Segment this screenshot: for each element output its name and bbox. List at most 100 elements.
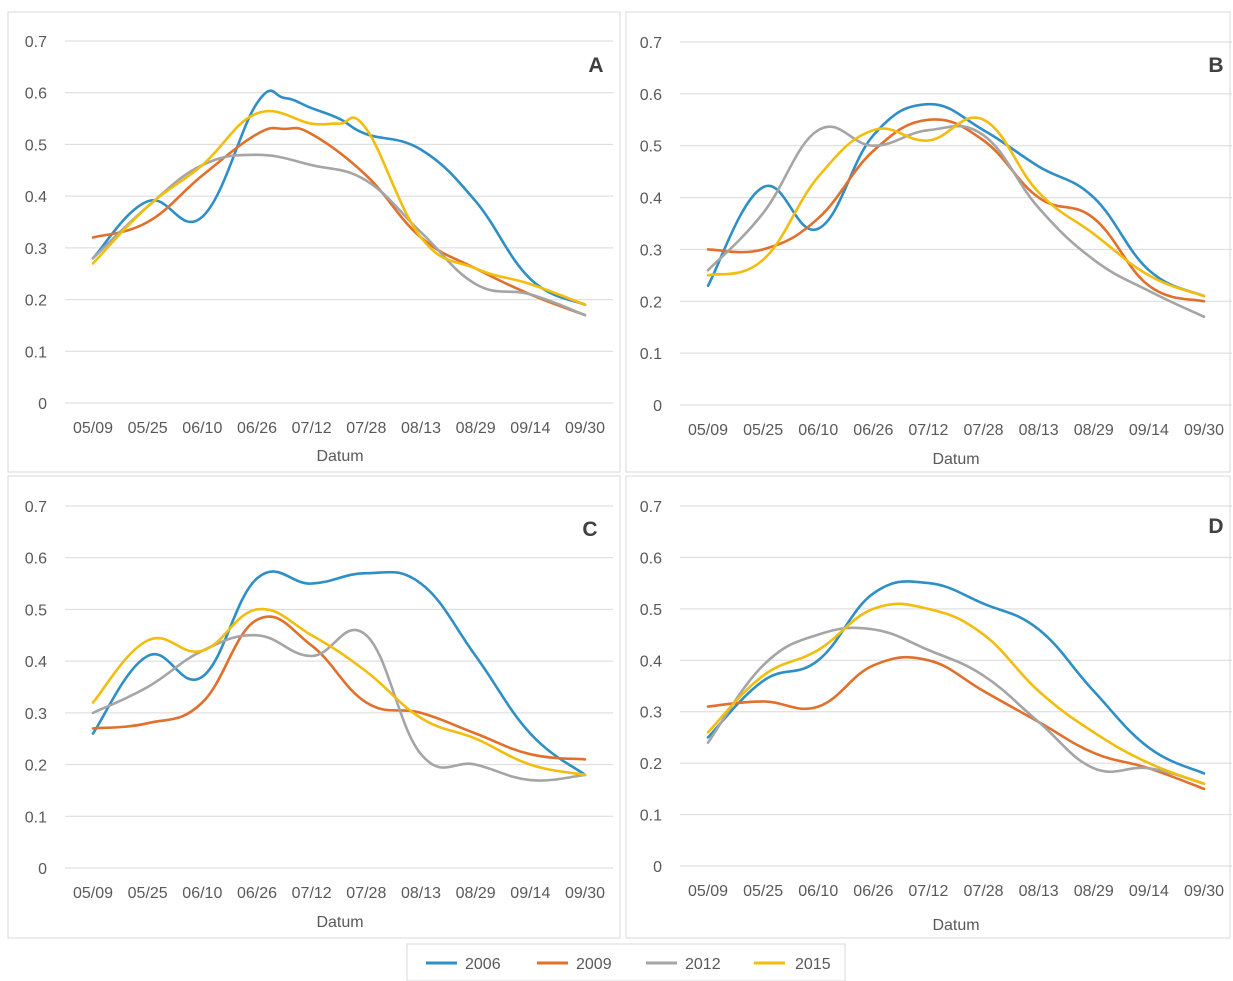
panel-a-y-tick-label: 0.4 (25, 189, 47, 206)
panel-c-x-tick-label: 06/26 (237, 885, 277, 902)
panel-d-y-tick-label: 0 (653, 859, 662, 876)
panel-d-y-tick-label: 0.2 (640, 756, 662, 773)
panel-c-x-tick-label: 09/30 (565, 885, 605, 902)
panel-c-series-2006 (91, 570, 587, 777)
panel-c-y-tick-label: 0.5 (25, 602, 47, 619)
panel-d-y-tick-label: 0.3 (640, 705, 662, 722)
panel-c-lines (91, 570, 587, 782)
panel-b-x-tick-label: 08/13 (1019, 422, 1059, 439)
panel-b-frame (625, 11, 1231, 473)
legend-label-2015: 2015 (795, 956, 831, 973)
panel-b-y-ticks: 0 0.1 0.2 0.3 0.4 0.5 0.6 0.7 (640, 35, 662, 415)
panel-a-x-tick-label: 06/10 (182, 420, 222, 437)
panel-a-x-ticks: 05/09 05/25 06/10 06/26 07/12 07/28 08/13 08/29… (73, 420, 605, 437)
panel-a-x-tick-label: 06/26 (237, 420, 277, 437)
panel-b-y-tick-label: 0 (653, 398, 662, 415)
panel-b-y-tick-label: 0.2 (640, 294, 662, 311)
legend: 2006 2009 2012 2015 (406, 943, 846, 981)
legend-item-2006: 2006 (426, 956, 501, 973)
panel-a-y-tick-label: 0.1 (25, 344, 47, 361)
legend-label-2009: 2009 (576, 956, 612, 973)
panel-c-y-tick-label: 0.3 (25, 706, 47, 723)
panel-c-y-ticks: 0 0.1 0.2 0.3 0.4 0.5 0.6 0.7 (25, 499, 47, 878)
panel-b-label: B (1208, 54, 1223, 77)
legend-item-2012: 2012 (646, 956, 721, 973)
panel-c-series-2009 (91, 615, 587, 761)
panel-d-x-tick-label: 06/26 (853, 883, 893, 900)
panel-b-series-2012 (706, 124, 1206, 319)
panel-c-y-tick-label: 0.7 (25, 499, 47, 516)
panel-d-x-tick-label: 07/28 (964, 883, 1004, 900)
panel-a-grid (65, 40, 613, 404)
panel-b-series-2015 (706, 116, 1206, 298)
panel-d-y-tick-label: 0.4 (640, 653, 662, 670)
panel-c-x-ticks: 05/09 05/25 06/10 06/26 07/12 07/28 08/13 08/29… (73, 885, 605, 902)
panel-b-y-tick-label: 0.5 (640, 139, 662, 156)
panel-d-x-tick-label: 09/30 (1184, 883, 1224, 900)
panel-a-series-2009 (91, 126, 587, 317)
panel-c-y-tick-label: 0.4 (25, 654, 47, 671)
panel-b-x-tick-label: 05/25 (743, 422, 783, 439)
panel-a-series-2015 (91, 109, 587, 306)
panel-b-y-tick-label: 0.4 (640, 191, 662, 208)
panel-a: 0 0.1 0.2 0.3 0.4 0.5 0.6 0.7 05/09 05/25 06/10 06… (7, 11, 621, 473)
panel-b-lines (706, 102, 1206, 319)
panel-b-y-tick-label: 0.3 (640, 242, 662, 259)
panel-c-x-tick-label: 09/14 (510, 885, 550, 902)
panel-c-x-tick-label: 08/13 (401, 885, 441, 902)
panel-a-x-tick-label: 08/13 (401, 420, 441, 437)
panel-d-series-2012 (706, 626, 1206, 785)
panel-d-x-tick-label: 07/12 (908, 883, 948, 900)
panel-a-x-tick-label: 05/25 (128, 420, 168, 437)
panel-a-x-tick-label: 07/28 (346, 420, 386, 437)
panel-d: 0 0.1 0.2 0.3 0.4 0.5 0.6 0.7 05/09 05/25 06/10 06… (625, 475, 1232, 939)
panel-b-x-tick-label: 06/10 (798, 422, 838, 439)
panel-c-label: C (582, 518, 597, 541)
panel-c-x-tick-label: 07/28 (346, 885, 386, 902)
panel-d-y-ticks: 0 0.1 0.2 0.3 0.4 0.5 0.6 0.7 (640, 499, 662, 876)
panel-d-x-tick-label: 08/29 (1074, 883, 1114, 900)
panel-b: 0 0.1 0.2 0.3 0.4 0.5 0.6 0.7 05/09 05/25 06/10 06… (625, 11, 1232, 473)
panel-d-x-ticks: 05/09 05/25 06/10 06/26 07/12 07/28 08/13 08/29… (688, 883, 1224, 900)
panel-d-frame (625, 475, 1231, 939)
panel-c-frame (7, 475, 621, 939)
panel-a-y-ticks: 0 0.1 0.2 0.3 0.4 0.5 0.6 0.7 (25, 34, 47, 413)
panel-d-series-2006 (706, 580, 1206, 775)
panel-c-grid (65, 505, 613, 869)
panel-d-y-tick-label: 0.1 (640, 808, 662, 825)
panel-c-x-tick-label: 08/29 (456, 885, 496, 902)
panel-d-series-2015 (706, 602, 1206, 785)
panel-b-x-tick-label: 08/29 (1074, 422, 1114, 439)
legend-item-2015: 2015 (754, 956, 831, 973)
panel-a-y-tick-label: 0.5 (25, 137, 47, 154)
panel-b-x-tick-label: 09/30 (1184, 422, 1224, 439)
panel-b-series-2006 (706, 102, 1206, 298)
panel-c-x-axis-label: Datum (316, 914, 363, 931)
panel-d-y-tick-label: 0.7 (640, 499, 662, 516)
panel-a-series-2006 (91, 89, 587, 306)
panel-d-y-tick-label: 0.6 (640, 550, 662, 567)
panel-a-y-tick-label: 0.6 (25, 86, 47, 103)
panel-a-y-tick-label: 0.2 (25, 293, 47, 310)
panel-b-x-tick-label: 05/09 (688, 422, 728, 439)
panel-a-y-tick-label: 0.7 (25, 34, 47, 51)
panel-b-x-tick-label: 06/26 (853, 422, 893, 439)
panel-b-grid (680, 41, 1232, 406)
panel-c-x-tick-label: 05/09 (73, 885, 113, 902)
panel-d-x-tick-label: 05/25 (743, 883, 783, 900)
panel-c-series-2012 (91, 628, 587, 782)
panel-a-y-tick-label: 0.3 (25, 241, 47, 258)
panel-c-x-tick-label: 07/12 (292, 885, 332, 902)
panel-b-x-axis-label: Datum (932, 451, 979, 468)
panel-b-x-ticks: 05/09 05/25 06/10 06/26 07/12 07/28 08/13 08/29… (688, 422, 1224, 439)
panel-c-x-tick-label: 06/10 (182, 885, 222, 902)
panel-c-y-tick-label: 0.6 (25, 551, 47, 568)
panel-c-y-tick-label: 0 (38, 861, 47, 878)
panel-d-y-tick-label: 0.5 (640, 602, 662, 619)
panel-b-x-tick-label: 09/14 (1129, 422, 1169, 439)
panel-a-lines (91, 89, 587, 317)
panel-d-x-tick-label: 06/10 (798, 883, 838, 900)
panel-c-series-2015 (91, 607, 587, 777)
panel-b-y-tick-label: 0.1 (640, 346, 662, 363)
